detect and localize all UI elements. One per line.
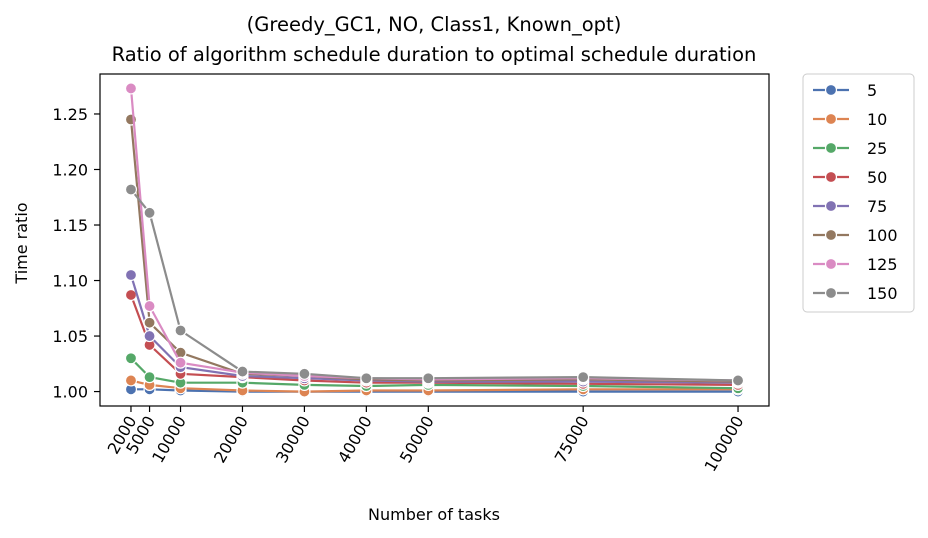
chart-title: (Greedy_GC1, NO, Class1, Known_opt) [247,13,622,36]
legend-marker [824,170,838,184]
y-tick-label: 1.00 [52,383,88,402]
legend-marker [824,141,838,155]
x-tick-label: 40000 [334,413,376,467]
legend-item-100: 100 [813,226,898,245]
x-tick-label: 100000 [700,413,747,475]
legend-label: 50 [867,168,887,187]
data-point [143,329,156,343]
legend-marker [824,83,838,97]
y-tick-label: 1.15 [52,216,88,235]
legend: 5 10 25 50 75 100 125 150 [802,73,915,313]
data-point [174,356,187,369]
legend-label: 100 [867,226,898,245]
series-50 [124,288,745,392]
series-line [129,294,739,386]
data-point [143,206,156,219]
data-point [124,352,138,365]
legend-label: 125 [867,255,898,274]
x-tick-label: 75000 [551,413,593,467]
data-point [124,82,138,95]
data-point [731,374,745,387]
legend-item-50: 50 [813,168,887,187]
legend-item-150: 150 [813,284,898,303]
legend-item-25: 25 [813,139,887,158]
legend-label: 25 [867,139,887,158]
data-point [360,372,373,385]
legend-item-125: 125 [813,255,898,274]
data-point [143,299,156,313]
chart-subtitle: Ratio of algorithm schedule duration to … [112,43,757,66]
data-point [143,316,156,329]
series-150 [124,183,745,387]
data-point [174,324,187,337]
data-point [143,371,156,384]
series-100 [124,113,745,388]
legend-marker [824,112,838,126]
legend-label: 10 [867,110,887,129]
series-line [130,188,739,382]
x-tick-label: 30000 [272,413,314,467]
series-line [129,119,739,383]
axes-frame [99,73,770,407]
y-tick-label: 1.25 [52,105,88,124]
y-axis-label: Time ratio [12,202,31,284]
legend-marker [824,257,838,271]
data-point [577,371,590,384]
legend-marker [824,286,838,300]
series-75 [124,268,745,389]
y-tick-label: 1.20 [52,160,88,179]
legend-item-5: 5 [813,81,877,100]
series-line [129,88,739,382]
y-tick-label: 1.05 [52,327,88,346]
data-point [124,268,138,282]
data-point [124,374,138,387]
y-tick-label: 1.10 [52,272,88,291]
legend-label: 150 [867,284,898,303]
x-tick-label: 50000 [396,413,438,467]
legend-label: 5 [867,81,877,100]
legend-item-75: 75 [813,197,887,216]
legend-item-10: 10 [813,110,887,129]
legend-box [802,73,915,313]
legend-marker [824,199,838,213]
legend-label: 75 [867,197,887,216]
data-point [298,367,311,380]
series-125 [124,82,745,387]
x-axis-label: Number of tasks [368,505,500,524]
data-point [236,365,249,378]
data-point [422,372,435,385]
legend-marker [824,228,838,242]
data-point [124,183,138,196]
x-tick-label: 20000 [210,413,252,467]
